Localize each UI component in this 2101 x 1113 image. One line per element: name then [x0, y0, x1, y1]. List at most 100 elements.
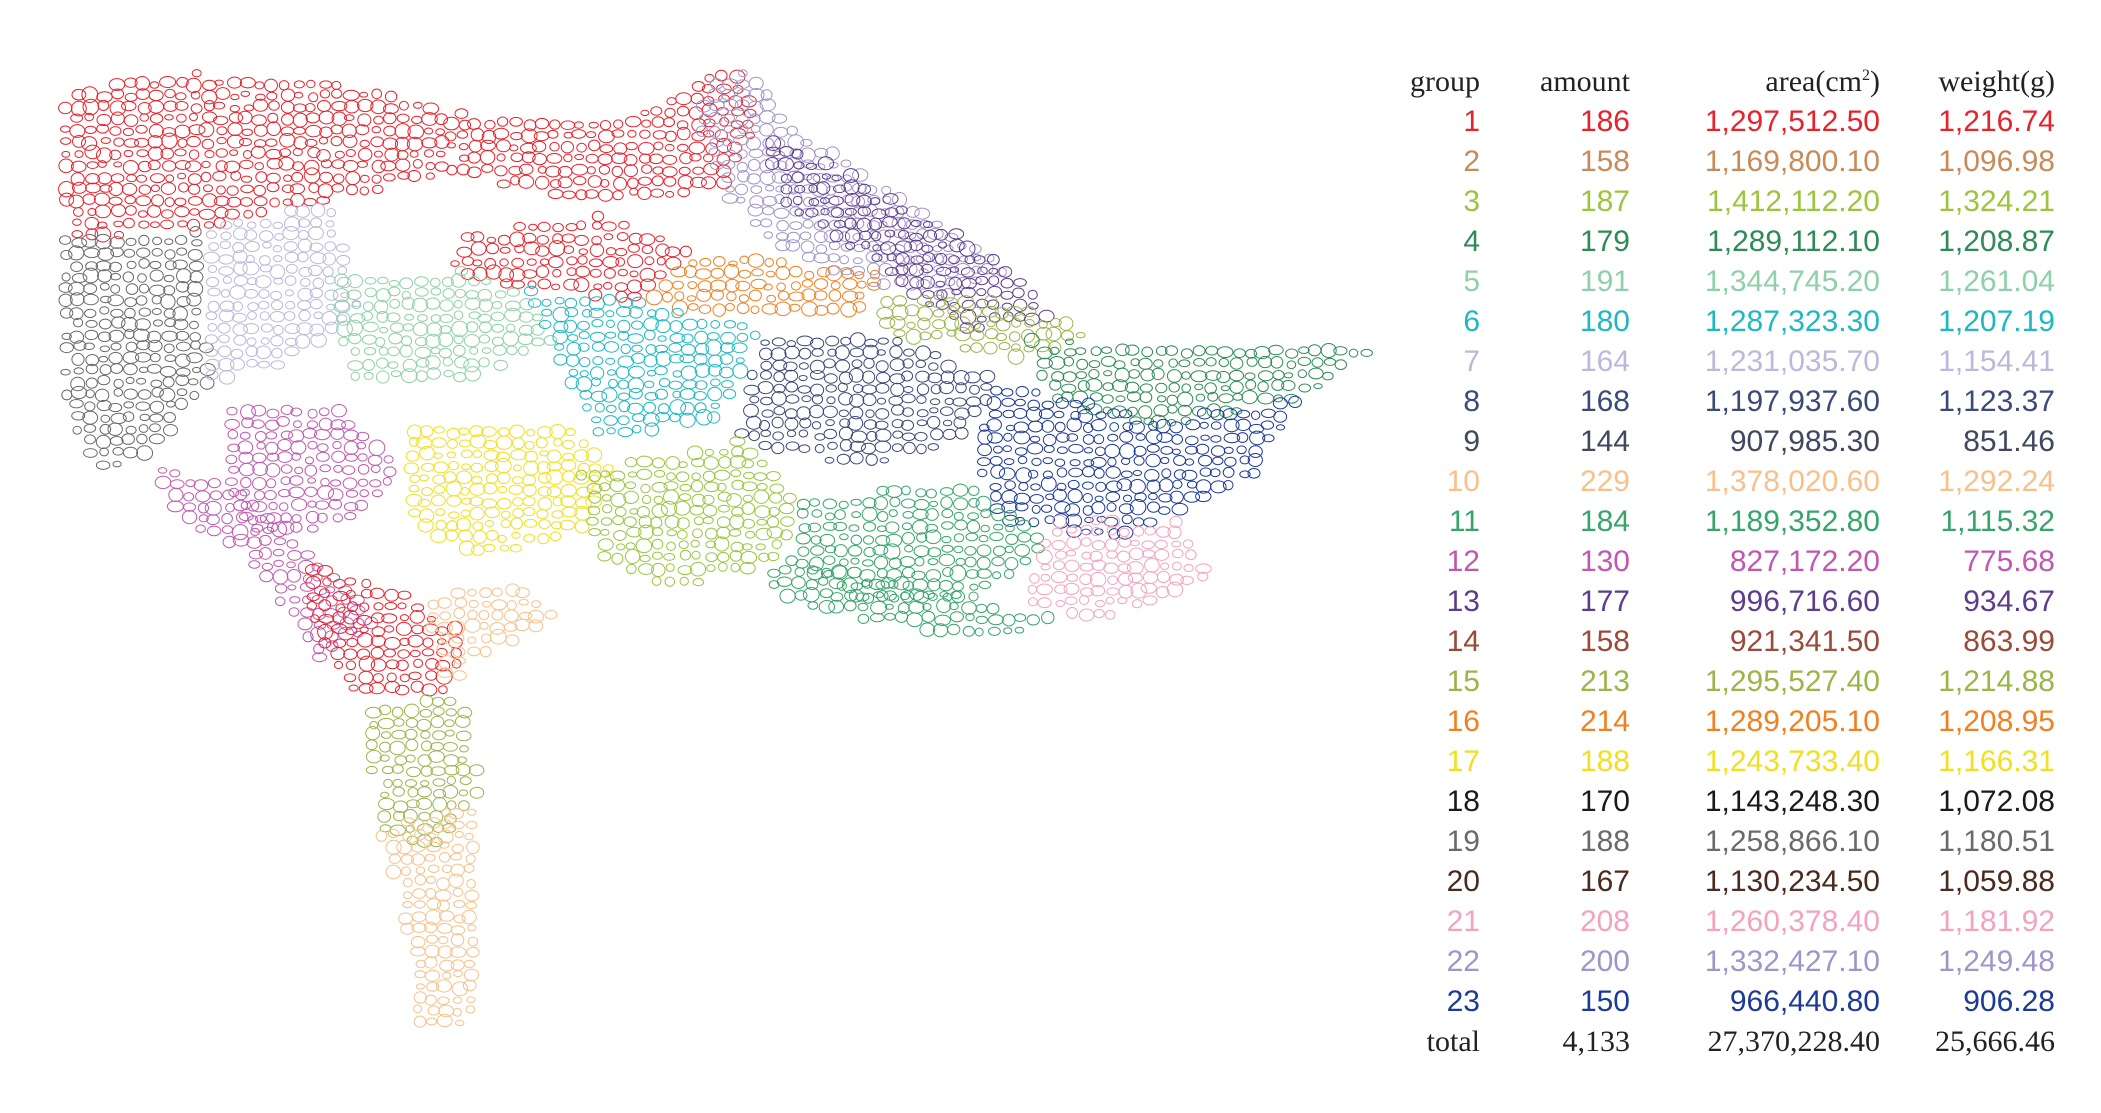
- mesh-cell: [359, 489, 370, 498]
- mesh-cell: [306, 592, 320, 602]
- mesh-cell: [1055, 600, 1065, 607]
- mesh-cell: [825, 335, 840, 347]
- mesh-cell: [740, 550, 758, 565]
- mesh-cell: [645, 289, 663, 306]
- mesh-cell: [922, 602, 932, 611]
- mesh-cell: [773, 207, 790, 219]
- mesh-cell: [1068, 443, 1084, 454]
- mesh-cell: [394, 123, 411, 139]
- mesh-cell: [968, 591, 979, 602]
- mesh-cell: [176, 388, 188, 397]
- mesh-cell: [1118, 536, 1132, 548]
- mesh-cell: [401, 290, 411, 300]
- mesh-cell: [686, 295, 697, 302]
- mesh-cell: [813, 252, 830, 264]
- mesh-cell: [850, 498, 862, 506]
- mesh-cell: [676, 120, 689, 130]
- mesh-cell: [1205, 357, 1217, 367]
- mesh-cell: [284, 251, 299, 263]
- mesh-cell: [903, 348, 915, 357]
- mesh-cell: [379, 754, 390, 762]
- mesh-cell: [559, 519, 576, 531]
- mesh-cell: [1146, 444, 1160, 453]
- cell-weight: 1,207.19: [1938, 305, 2055, 338]
- mesh-cell: [164, 354, 177, 363]
- mesh-cell: [1184, 445, 1199, 455]
- mesh-cell: [1158, 478, 1174, 493]
- mesh-cell: [370, 658, 387, 672]
- mesh-cell: [74, 150, 84, 159]
- mesh-cell: [508, 165, 523, 176]
- mesh-cell: [1104, 514, 1121, 528]
- mesh-cell: [1127, 406, 1138, 417]
- mesh-cell: [927, 592, 938, 601]
- mesh-cell: [123, 114, 139, 127]
- mesh-cell: [169, 479, 185, 490]
- mesh-cell: [347, 360, 364, 371]
- mesh-cell: [453, 344, 466, 357]
- mesh-cell: [788, 184, 800, 195]
- mesh-cell: [809, 359, 826, 374]
- mesh-cell: [491, 587, 503, 597]
- cell-area: 1,189,352.80: [1704, 505, 1880, 538]
- mesh-cell: [189, 332, 201, 342]
- mesh-cell: [247, 302, 259, 312]
- mesh-cell: [309, 287, 324, 299]
- mesh-cell: [780, 529, 793, 541]
- mesh-cell: [280, 101, 295, 114]
- mesh-cell: [691, 493, 706, 508]
- mesh-cell: [224, 418, 240, 430]
- mesh-cell: [876, 397, 887, 405]
- mesh-cell: [523, 241, 540, 256]
- mesh-cell: [318, 136, 329, 145]
- mesh-cell: [601, 387, 618, 403]
- mesh-cell: [306, 601, 317, 611]
- mesh-cell: [879, 243, 891, 251]
- table-row: 18 170 1,143,248.30 1,072.08: [1370, 782, 2055, 822]
- table-row: 11 184 1,189,352.80 1,115.32: [1370, 502, 2055, 542]
- mesh-cell: [217, 322, 231, 334]
- mesh-cell: [1079, 562, 1094, 572]
- mesh-cell: [308, 226, 324, 241]
- mesh-cell: [160, 219, 175, 230]
- mesh-cell: [1285, 348, 1299, 359]
- mesh-cell: [783, 361, 798, 372]
- mesh-cell: [313, 429, 331, 441]
- mesh-cell: [761, 195, 778, 207]
- mesh-cell: [318, 407, 330, 417]
- mesh-cell: [387, 346, 400, 357]
- mesh-cell: [554, 343, 565, 351]
- mesh-cell: [417, 498, 431, 508]
- mesh-cell: [787, 134, 805, 151]
- mesh-cell: [995, 332, 1007, 342]
- cell-area: 1,197,937.60: [1704, 385, 1880, 418]
- mesh-cell: [344, 577, 357, 586]
- cell-weight: 1,059.88: [1938, 865, 2055, 898]
- mesh-cell: [419, 708, 433, 718]
- mesh-cell: [971, 306, 983, 317]
- mesh-cell: [901, 485, 911, 496]
- mesh-cell: [232, 533, 250, 547]
- mesh-cell: [320, 477, 330, 487]
- mesh-cell: [961, 601, 977, 615]
- mesh-cell: [629, 508, 639, 515]
- mesh-cell: [940, 406, 954, 417]
- mesh-cell: [222, 489, 235, 501]
- mesh-cell: [189, 208, 200, 216]
- mesh-cell: [1204, 370, 1222, 381]
- mesh-cell: [602, 293, 616, 306]
- mesh-cell: [215, 148, 229, 158]
- mesh-cell: [969, 384, 980, 395]
- mesh-cell: [719, 353, 734, 365]
- mesh-cell: [481, 633, 492, 644]
- mesh-cell: [563, 245, 575, 254]
- mesh-cell: [1157, 570, 1170, 583]
- mesh-cell: [266, 157, 283, 170]
- mesh-cell: [111, 316, 126, 329]
- mesh-cell: [283, 174, 293, 182]
- mesh-cell: [266, 91, 278, 101]
- mesh-cell: [852, 182, 867, 195]
- mesh-cell: [803, 196, 815, 208]
- mesh-cell: [895, 205, 908, 215]
- mesh-cell: [990, 490, 1002, 502]
